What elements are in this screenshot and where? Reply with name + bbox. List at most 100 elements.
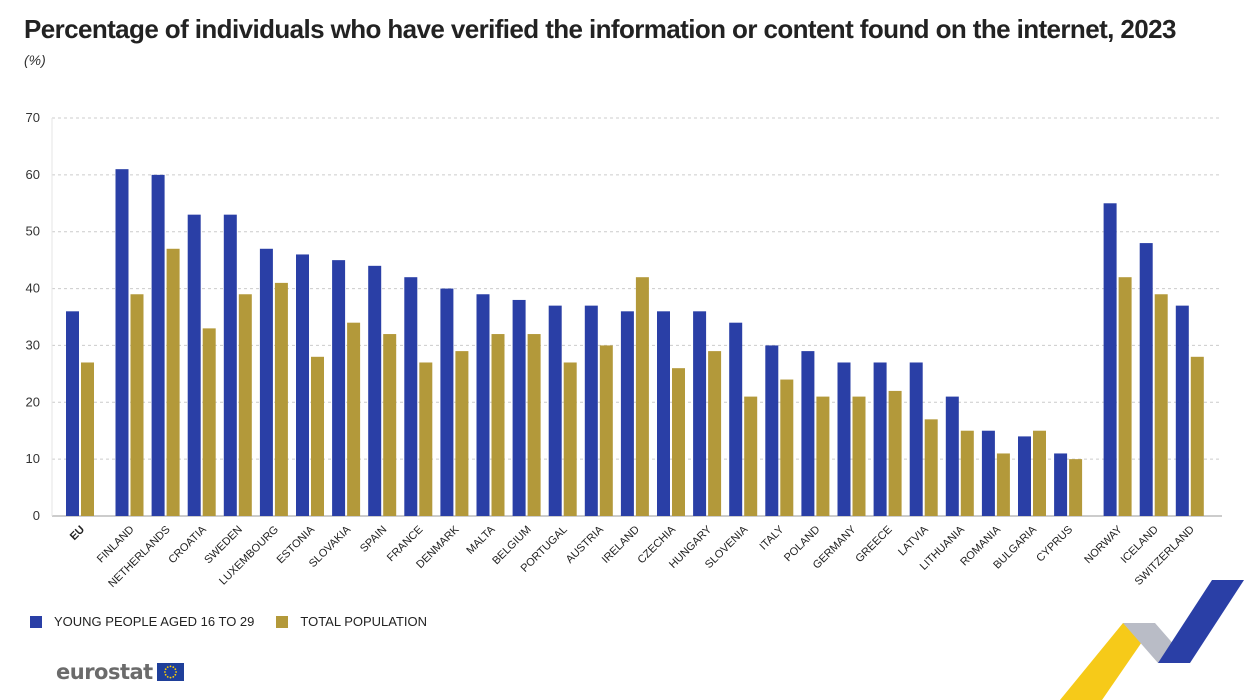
flag-star bbox=[174, 671, 177, 673]
legend-label-young: YOUNG PEOPLE AGED 16 TO 29 bbox=[54, 614, 255, 629]
bar-chart: 0 10 20 30 40 50 60 70 EU FINLANDNETHERLANDSCROA… bbox=[26, 110, 1222, 590]
bar-young-ireland bbox=[620, 311, 634, 516]
x-tick-label: NETHERLANDS bbox=[106, 524, 172, 590]
bar-total-ireland bbox=[635, 277, 649, 516]
bar-total-romania bbox=[996, 453, 1010, 516]
bar-young-netherlands bbox=[151, 174, 165, 516]
x-tick-label: SPAIN bbox=[358, 524, 389, 555]
legend-swatch-total bbox=[276, 615, 289, 628]
bar-total-austria bbox=[599, 345, 613, 516]
flag-star bbox=[166, 675, 169, 678]
bar-total-estonia bbox=[311, 356, 324, 516]
bar-total-netherlands bbox=[166, 248, 180, 516]
bar-young-germany bbox=[837, 362, 851, 516]
x-tick-label: IRELAND bbox=[600, 524, 642, 566]
legend-item-total: TOTAL POPULATION bbox=[276, 614, 427, 629]
bar-young-estonia bbox=[296, 254, 309, 516]
bars bbox=[66, 169, 1204, 517]
bar-young-denmark bbox=[440, 288, 454, 516]
bar-total-luxembourg bbox=[274, 282, 288, 516]
bar-total-lithuania bbox=[960, 430, 974, 516]
flag-star bbox=[169, 665, 172, 668]
x-tick-label: LATVIA bbox=[896, 523, 931, 558]
bar-total-bulgaria bbox=[1033, 430, 1046, 516]
x-tick-label: MALTA bbox=[464, 523, 498, 557]
bar-total-hungary bbox=[708, 351, 722, 516]
bar-total-sweden bbox=[238, 294, 252, 516]
bar-young-switzerland bbox=[1175, 305, 1189, 516]
y-axis-ticks: 0 10 20 30 40 50 60 70 bbox=[26, 110, 40, 523]
y-tick-label: 30 bbox=[26, 337, 40, 352]
x-tick-label: GREECE bbox=[853, 524, 894, 565]
flag-star bbox=[163, 671, 166, 673]
bar-total-czechia bbox=[672, 368, 685, 516]
flag-star bbox=[174, 668, 176, 671]
bar-total-greece bbox=[888, 390, 902, 516]
bar-young-hungary bbox=[693, 311, 707, 516]
bar-total-germany bbox=[852, 396, 866, 516]
eurostat-logo: eurostat bbox=[56, 660, 184, 684]
bar-young-portugal bbox=[548, 305, 562, 516]
chart-title: Percentage of individuals who have verif… bbox=[24, 14, 1176, 44]
bar-young-poland bbox=[801, 351, 815, 516]
flag-star bbox=[174, 673, 176, 676]
bar-young-slovenia bbox=[729, 322, 743, 516]
bar-young-austria bbox=[584, 305, 598, 516]
bar-young-slovakia bbox=[332, 260, 346, 516]
bar-young-malta bbox=[476, 294, 490, 516]
bar-young-lithuania bbox=[945, 396, 959, 516]
flag-star bbox=[166, 666, 169, 669]
x-tick-label: ITALY bbox=[757, 523, 786, 552]
bar-total-poland bbox=[816, 396, 830, 516]
chart-unit: (%) bbox=[24, 52, 46, 68]
bar-total-malta bbox=[491, 334, 505, 516]
bar-young-sweden bbox=[223, 214, 237, 516]
bar-young-eu bbox=[66, 311, 79, 516]
bar-total-finland bbox=[130, 294, 144, 516]
legend-swatch-young bbox=[30, 615, 42, 628]
bar-young-romania bbox=[981, 430, 995, 516]
y-tick-label: 50 bbox=[26, 224, 40, 239]
bar-young-spain bbox=[368, 265, 382, 516]
y-tick-label: 40 bbox=[26, 281, 40, 296]
decorative-ribbon bbox=[1060, 580, 1244, 700]
flag-star bbox=[164, 668, 167, 671]
y-tick-label: 60 bbox=[26, 167, 40, 182]
bar-young-iceland bbox=[1139, 243, 1153, 517]
bar-young-finland bbox=[115, 169, 129, 516]
bar-young-cyprus bbox=[1054, 453, 1068, 516]
bar-young-norway bbox=[1103, 203, 1117, 517]
x-tick-label: CYPRUS bbox=[1034, 524, 1075, 565]
bar-total-slovakia bbox=[347, 322, 361, 516]
legend-item-young: YOUNG PEOPLE AGED 16 TO 29 bbox=[30, 614, 254, 629]
y-tick-label: 10 bbox=[26, 451, 40, 466]
x-tick-label: NORWAY bbox=[1082, 523, 1125, 566]
bar-total-latvia bbox=[924, 419, 938, 516]
bar-young-italy bbox=[765, 345, 779, 516]
y-tick-label: 0 bbox=[33, 508, 40, 523]
bar-total-cyprus bbox=[1069, 459, 1083, 516]
bar-young-luxembourg bbox=[259, 248, 273, 516]
legend-label-total: TOTAL POPULATION bbox=[300, 614, 428, 629]
bar-total-belgium bbox=[527, 334, 541, 516]
y-tick-label: 70 bbox=[26, 110, 40, 125]
flag-star bbox=[172, 675, 174, 678]
bar-total-spain bbox=[383, 334, 397, 516]
eu-flag-icon bbox=[156, 663, 184, 681]
logo-text: eurostat bbox=[56, 660, 153, 684]
x-tick-label: AUSTRIA bbox=[564, 523, 607, 566]
bar-total-slovenia bbox=[744, 396, 758, 516]
x-tick-label: EU bbox=[68, 524, 87, 543]
bar-young-bulgaria bbox=[1018, 436, 1031, 516]
bar-young-czechia bbox=[657, 311, 670, 516]
bar-total-croatia bbox=[202, 328, 216, 516]
bar-total-denmark bbox=[455, 351, 469, 516]
legend: YOUNG PEOPLE AGED 16 TO 29 TOTAL POPULAT… bbox=[30, 614, 449, 629]
flag-star bbox=[164, 673, 167, 676]
flag-star bbox=[169, 676, 172, 679]
bar-young-belgium bbox=[512, 299, 526, 516]
bar-total-switzerland bbox=[1190, 356, 1204, 516]
bar-total-portugal bbox=[563, 362, 577, 516]
bar-total-norway bbox=[1118, 277, 1132, 516]
bar-total-france bbox=[419, 362, 433, 516]
